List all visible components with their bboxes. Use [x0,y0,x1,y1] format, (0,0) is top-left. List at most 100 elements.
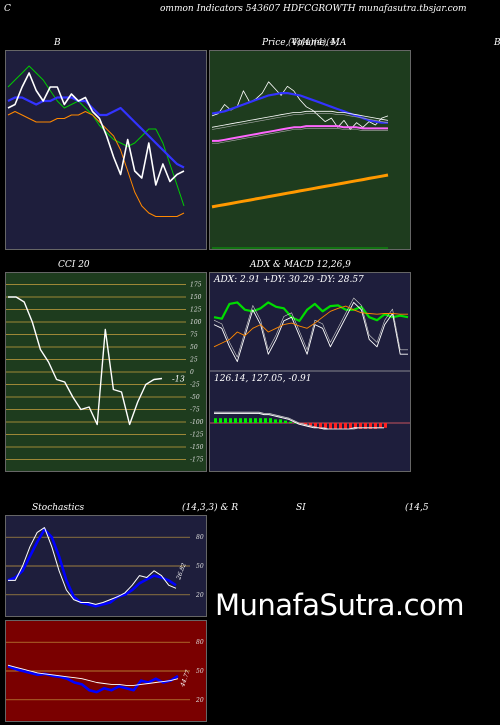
bb-series-close [7,72,185,186]
page-title: ommon Indicators 543607 HDFCGROWTH munaf… [160,4,467,14]
macd-histogram-bar [369,423,372,429]
price-series-ma-blue [211,91,388,124]
macd-histogram-bar [344,423,347,429]
bb-series-middle [7,96,185,169]
price-title: Price, Volume, MA [262,38,347,48]
adx-chart [210,297,410,430]
macd-histogram-bar [314,423,317,428]
rsi-series-signal [7,664,179,686]
cci-tick-label: 175 [190,282,202,289]
macd-histogram-bar [349,423,352,429]
price-series-price [211,81,389,130]
cci-last-value: -13 [172,375,185,384]
price-series-ma-pink-shadow [212,128,388,144]
rsi-series-main [7,664,179,694]
macd-histogram-bar [259,418,262,423]
macd-histogram-bar [364,423,367,429]
header-left-char: C [4,4,11,14]
macd-histogram-bar [294,423,297,424]
macd-signal-line [214,411,384,430]
cci-tick-label: 125 [190,307,202,314]
macd-histogram-bar [224,418,227,423]
adx-series-plus-dy [213,301,408,363]
stoch-tick-label: 50 [196,563,204,570]
macd-histogram-bar [214,418,217,423]
stoch-title: Stochastics [32,503,85,513]
macd-histogram-bar [234,418,237,423]
macd-histogram-bar [229,418,232,423]
rsi-tick-label: 20 [195,697,204,704]
bb-title: B [54,38,61,48]
price-panel [209,50,411,250]
macd-histogram-bar [319,423,322,429]
cci-tick-label: 50 [190,344,198,351]
macd-histogram-bar [384,423,387,428]
bb-panel [5,50,207,250]
macd-histogram-bar [329,423,332,429]
macd-histogram-bar [249,418,252,423]
watermark: MunafaSutra.com [215,588,465,622]
macd-histogram-bar [219,418,222,423]
rsi-last-value: 44.77 [179,669,192,689]
adx-series-adx [213,301,409,323]
cci-tick-label: 0 [190,369,194,376]
macd-histogram-bar [244,418,247,423]
macd-histogram-bar [334,423,337,429]
price-series-ma-pink [212,125,388,142]
macd-histogram-bar [374,423,377,429]
cci-tick-label: -50 [190,394,200,401]
macd-histogram-bar [379,423,382,428]
macd-histogram-bar [324,423,327,429]
macd-histogram-bar [279,419,282,423]
stoch-chart: 80 50 20 26.82 [6,527,204,608]
macd-histogram-bar [269,418,272,423]
price-series-ma-white-shadow [211,113,389,130]
stoch-series-k [8,527,177,605]
rsi-chart: 80 50 20 44.77 [6,639,204,704]
rsi-params: (14,5 [405,503,429,513]
adx-series-minus-dy [213,305,408,348]
adx-series-plus-dy-shadow [213,297,408,358]
bb-series-upper [7,65,185,207]
price-chart [211,81,389,249]
adx-title: ADX & MACD 12,26,9 [250,260,351,270]
rsi-tick-label: 80 [196,639,204,646]
cci-tick-label: 25 [189,357,198,364]
macd-histogram-bar [309,423,312,427]
macd-histogram-bar [264,418,267,423]
cci-tick-label: 150 [190,294,202,301]
price-series-ma-orange [211,173,389,209]
macd-values: 126.14, 127.05, -0.91 [214,374,312,384]
stoch-params: (14,3,3) & R [182,503,239,513]
bb-chart [7,65,185,217]
cci-tick-label: -175 [190,457,204,464]
right-edge-title: B [494,38,500,48]
cci-tick-label: -100 [190,419,204,426]
stoch-tick-label: 80 [196,534,204,541]
macd-histogram-bar [354,423,357,429]
adx-panel: ADX: 2.91 +DY: 30.29 -DY: 28.57 126.14, … [209,272,411,472]
price-overlay-text: (4)(4)(4)(4) [288,38,339,48]
cci-title: CCI 20 [58,260,90,270]
macd-histogram-bar [239,418,242,423]
stoch-panel: 80 50 20 26.82 [5,515,207,617]
bb-series-lower [7,111,185,217]
stoch-last-value: 26.82 [175,562,188,582]
cci-tick-label: 100 [190,319,202,326]
rsi-title: SI [296,503,306,513]
cci-series-line [8,296,163,426]
macd-histogram-bar [274,419,277,423]
macd-histogram-bar [289,421,292,423]
cci-tick-label: -25 [190,382,200,389]
macd-histogram-bar [284,420,287,423]
cci-tick-label: -125 [190,432,204,439]
adx-values: ADX: 2.91 +DY: 30.29 -DY: 28.57 [214,275,364,285]
cci-tick-label: -150 [190,444,204,451]
cci-chart: 175 150 125 100 75 50 25 0 -25 -50 -75 -100 -125 -150… [6,282,204,464]
rsi-tick-label: 50 [196,668,204,675]
stoch-series-d [7,528,177,608]
macd-histogram-bar [339,423,342,429]
price-series-ma-white [211,110,389,128]
cci-tick-label: 75 [190,332,198,339]
rsi-panel: 80 50 20 44.77 [5,620,207,722]
